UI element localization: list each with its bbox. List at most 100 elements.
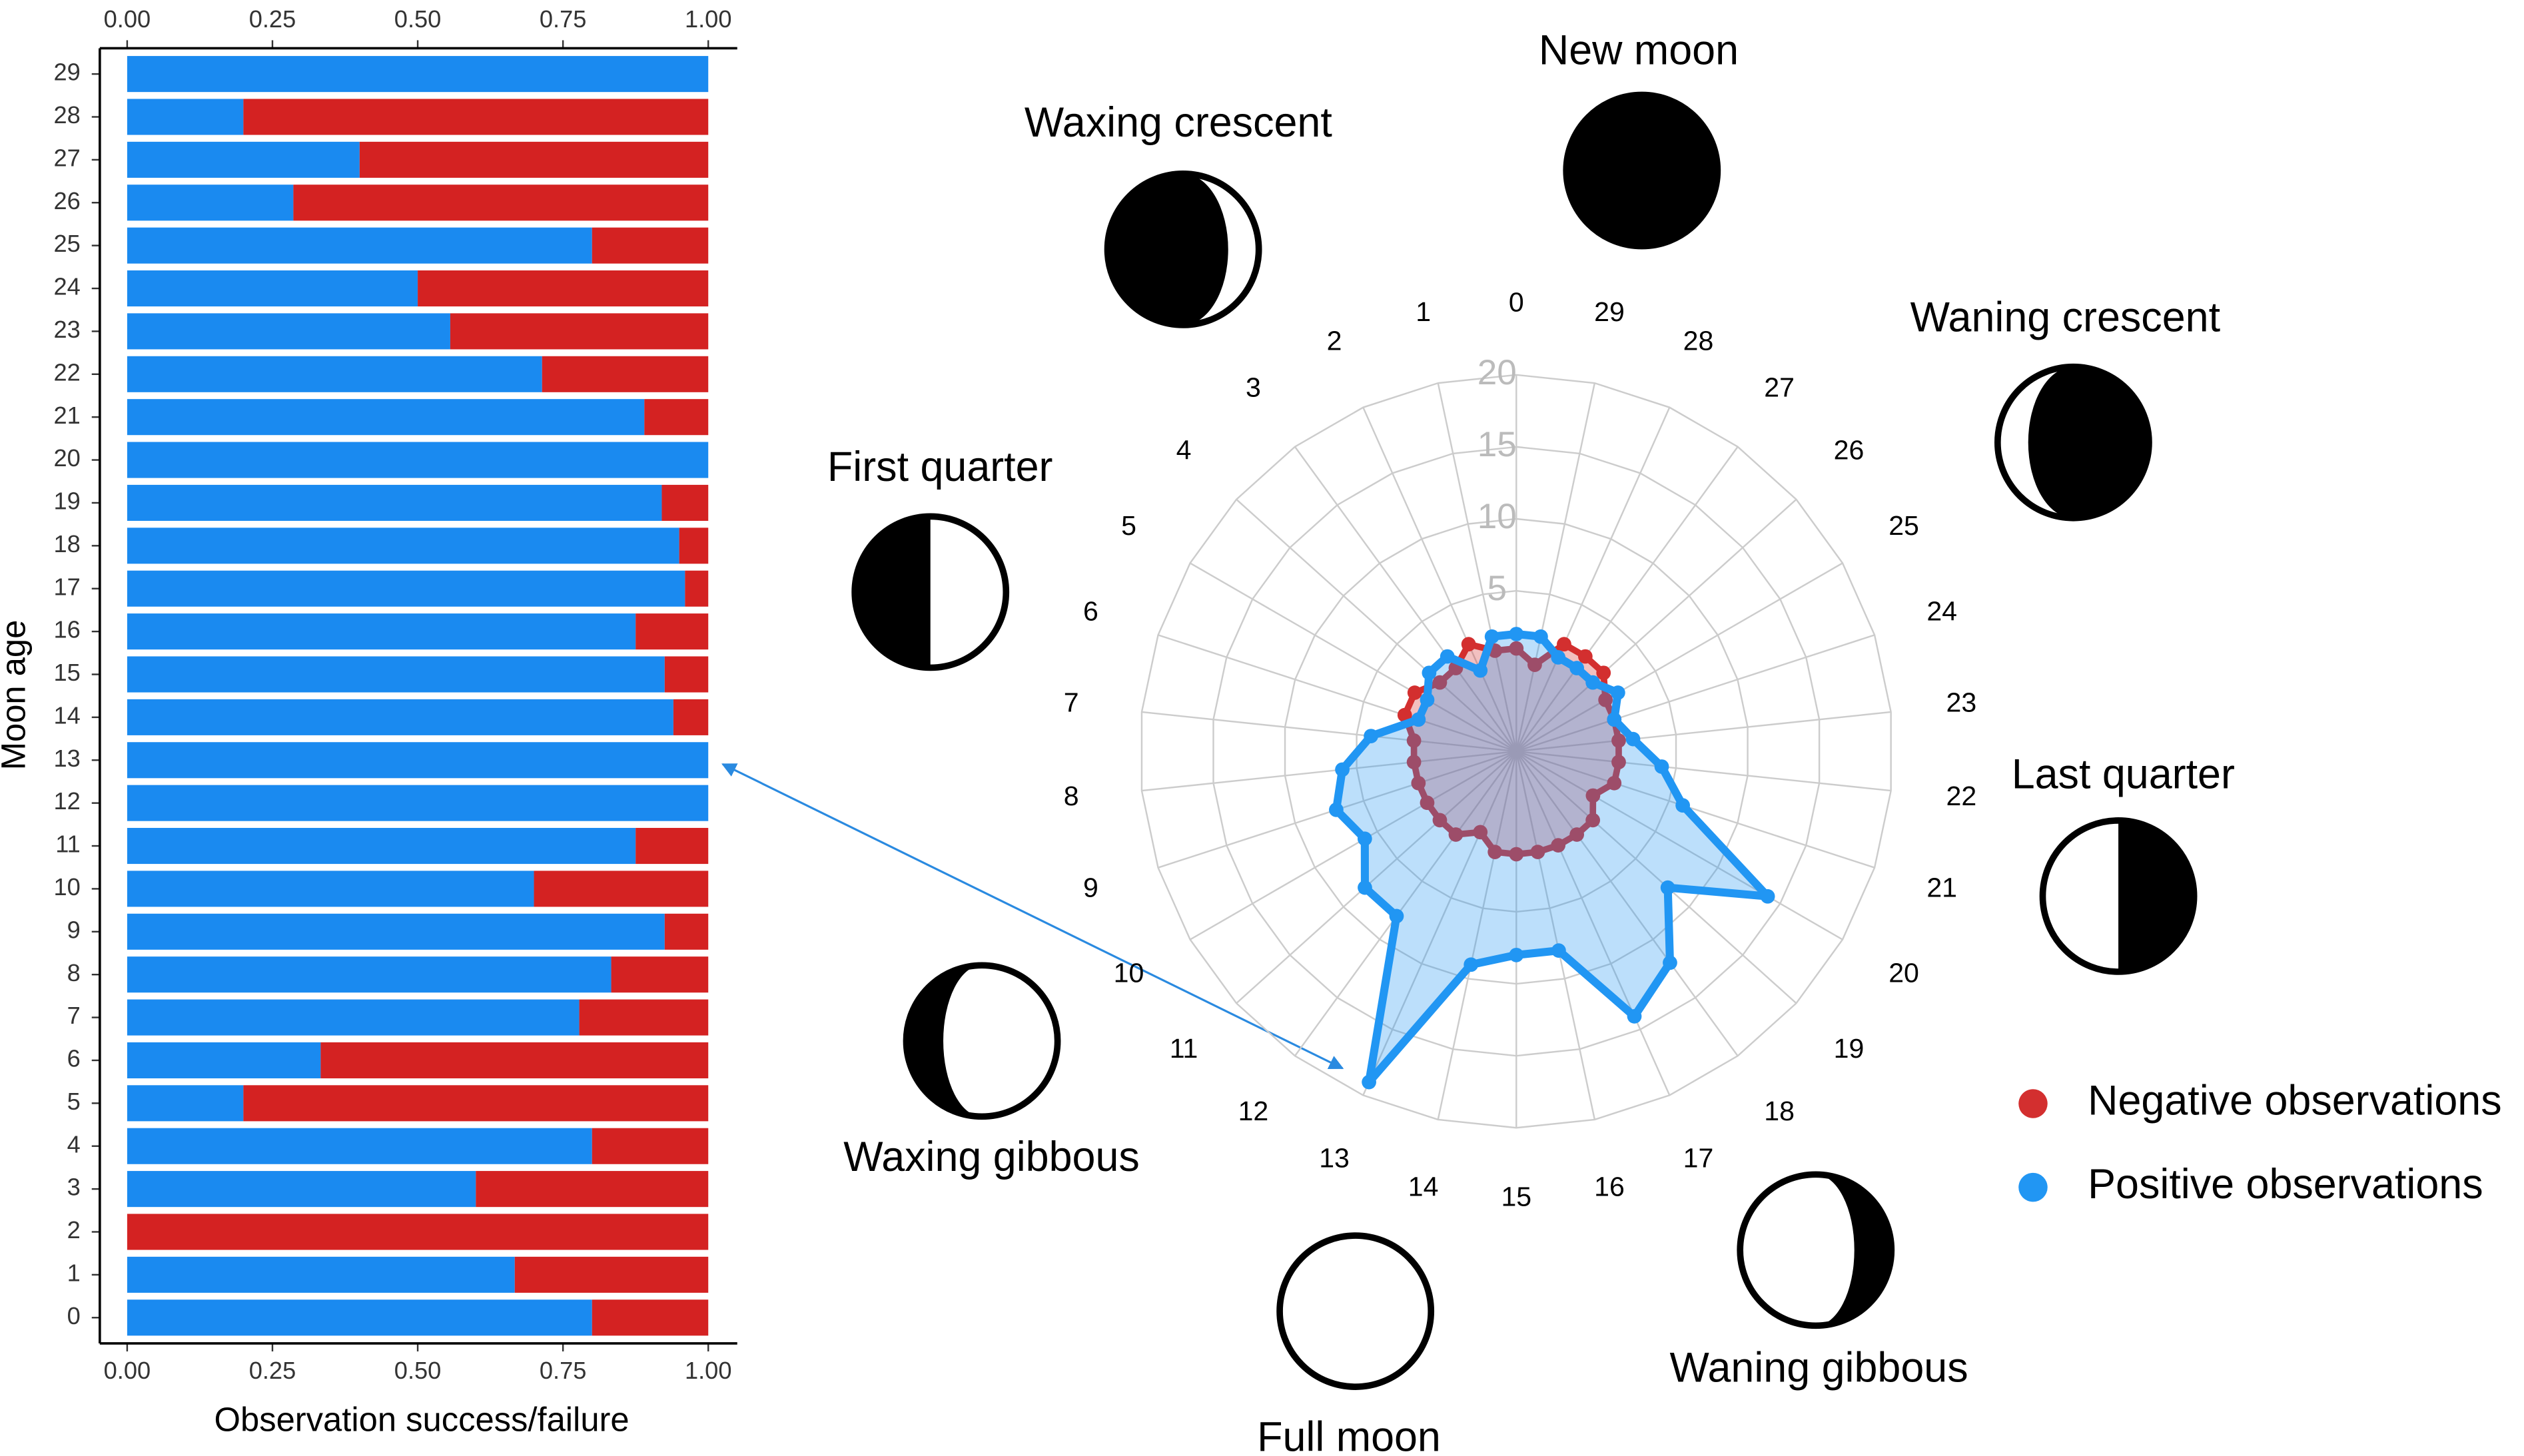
radar-point	[1329, 802, 1344, 817]
y-tick-label: 3	[67, 1174, 81, 1201]
radar-point	[1551, 943, 1566, 958]
radar-point	[1530, 845, 1545, 859]
spoke-label: 3	[1246, 372, 1261, 403]
spoke-label: 8	[1064, 781, 1079, 811]
bar-segment	[661, 484, 709, 522]
bar-segment	[127, 913, 665, 950]
spoke-label: 23	[1946, 687, 1977, 718]
bar-segment	[127, 227, 592, 264]
legend-marker	[2018, 1172, 2048, 1202]
spoke-label: 12	[1238, 1096, 1269, 1126]
moon-new	[1563, 91, 1721, 250]
spoke-label: 2	[1327, 325, 1342, 356]
bar-segment	[450, 313, 709, 350]
grid-spoke	[1515, 750, 1843, 940]
y-tick-label: 15	[54, 659, 81, 686]
y-tick-label: 29	[54, 59, 81, 86]
radar-point	[1551, 650, 1566, 665]
radar-point	[1364, 729, 1378, 743]
bar-segment	[127, 1085, 244, 1122]
spoke-label: 28	[1683, 325, 1714, 356]
spoke-label: 15	[1501, 1181, 1531, 1212]
spoke-label: 26	[1834, 435, 1865, 466]
x-tick-label: 1.00	[685, 5, 732, 33]
radar-point	[1411, 775, 1426, 791]
radar-point	[1654, 759, 1669, 774]
radar-point	[1448, 827, 1464, 842]
bar-segment	[127, 827, 636, 865]
radar-point	[1487, 845, 1503, 859]
bar-segment	[127, 1042, 321, 1079]
radar-point	[1484, 629, 1499, 644]
spoke-label: 29	[1594, 296, 1625, 327]
spoke-label: 17	[1683, 1142, 1714, 1173]
radar-point	[1551, 838, 1566, 853]
grid-spoke	[1515, 634, 1875, 753]
spoke-label: 27	[1764, 372, 1795, 403]
y-tick-label: 26	[54, 187, 81, 214]
y-tick-label: 17	[54, 573, 81, 600]
grid-spoke	[1362, 407, 1517, 752]
grid-spoke	[1141, 750, 1517, 792]
y-tick-label: 16	[54, 616, 81, 643]
bar-segment	[542, 356, 709, 392]
y-tick-label: 2	[67, 1216, 81, 1244]
bar-segment	[127, 484, 662, 522]
radar-point	[1473, 663, 1488, 678]
moon-shade	[1107, 173, 1228, 325]
legend-label: Negative observations	[2088, 1078, 2501, 1124]
y-tick-label: 20	[54, 444, 81, 472]
moon-shade	[2028, 366, 2149, 518]
grid-spoke	[1294, 751, 1517, 1057]
spoke-label: 6	[1083, 595, 1098, 626]
radar-point	[1585, 788, 1601, 803]
radar-point	[1509, 947, 1524, 962]
bar-segment	[534, 871, 709, 907]
y-tick-label: 21	[54, 402, 81, 429]
bar-segment	[127, 613, 636, 650]
phase-label: New moon	[1539, 27, 1739, 73]
bar-segment	[127, 184, 294, 221]
x-axis-title: Observation success/failure	[214, 1401, 630, 1439]
y-tick-label: 12	[54, 787, 81, 815]
radar-point	[1397, 707, 1412, 723]
radar-point	[1411, 712, 1426, 727]
spoke-label: 18	[1764, 1096, 1795, 1126]
radar-point	[1627, 1009, 1642, 1024]
bar-segment	[127, 871, 534, 907]
radar-point	[1611, 733, 1626, 748]
spoke-label: 13	[1319, 1142, 1350, 1173]
grid-spoke	[1294, 446, 1517, 752]
y-tick-label: 24	[54, 273, 81, 300]
radar-point	[1596, 665, 1611, 681]
spoke-label: 11	[1170, 1033, 1198, 1064]
bar-segment	[418, 270, 709, 307]
bar-segment	[127, 356, 542, 392]
spoke-label: 10	[1114, 958, 1144, 988]
y-tick-label: 22	[54, 358, 81, 386]
link-arrow	[721, 763, 1344, 1070]
spoke-label: 4	[1176, 435, 1192, 466]
bar-segment	[127, 742, 709, 779]
grid-spoke	[1190, 750, 1517, 940]
bar-segment	[611, 956, 709, 993]
bar-segment	[127, 956, 612, 993]
bar-segment	[127, 56, 709, 93]
grid-spoke	[1437, 382, 1517, 752]
radar-point	[1420, 795, 1435, 811]
y-tick-label: 9	[67, 916, 81, 943]
spoke-label: 22	[1946, 781, 1977, 811]
r-tick-label: 5	[1487, 569, 1507, 608]
grid-spoke	[1515, 751, 1596, 1120]
phase-label: Waxing crescent	[1025, 99, 1332, 146]
bar-segment	[476, 1171, 709, 1208]
bar-segment	[664, 913, 709, 950]
bar-segment	[127, 399, 645, 436]
radar-point	[1663, 955, 1677, 970]
radar-point	[1577, 649, 1593, 664]
legend-marker	[2018, 1089, 2048, 1118]
bar-segment	[685, 570, 709, 607]
radar-point	[1509, 627, 1524, 641]
bar-segment	[635, 827, 709, 865]
x-tick-label: 0.50	[394, 5, 442, 33]
